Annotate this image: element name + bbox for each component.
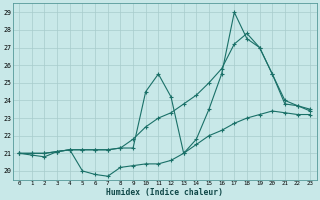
- X-axis label: Humidex (Indice chaleur): Humidex (Indice chaleur): [106, 188, 223, 197]
